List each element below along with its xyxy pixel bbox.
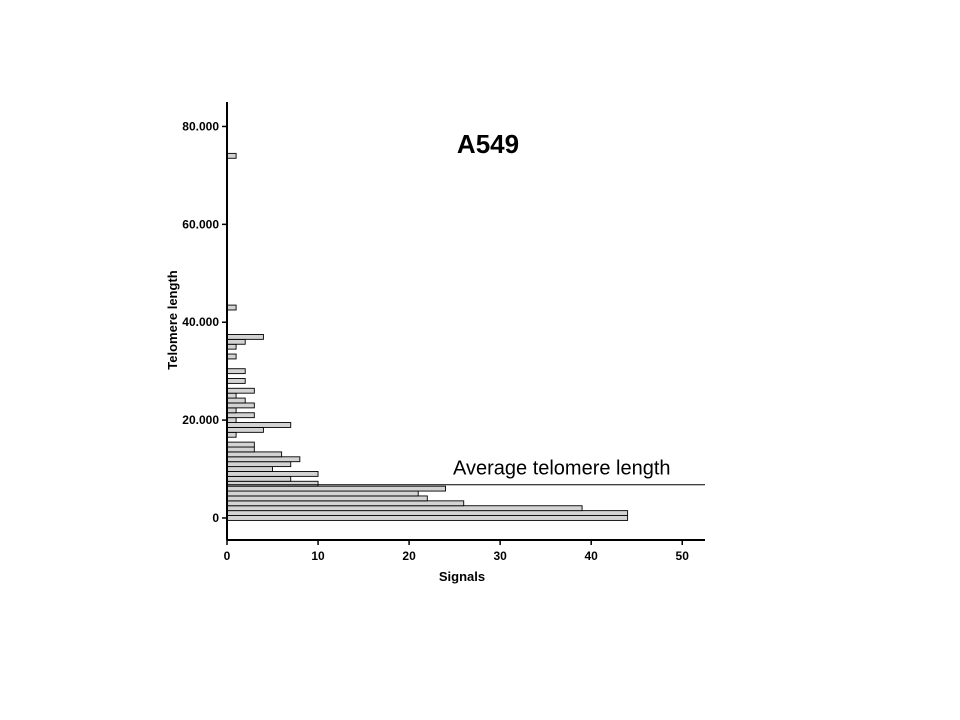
x-ticks-group: 0 10 20 30 40 50 (224, 540, 690, 563)
x-tick-label-2: 20 (402, 549, 416, 563)
bar-10 (226, 466, 273, 472)
bar-0 (226, 515, 629, 521)
bar-8 (226, 475, 292, 482)
bar-28 (226, 353, 237, 360)
bar-27 (226, 368, 246, 375)
x-axis-title: Signals (439, 569, 485, 584)
bar-23 (226, 397, 246, 404)
bar-1 (226, 510, 629, 516)
bar-30 (226, 338, 246, 345)
bar-24 (226, 392, 237, 399)
bar-32 (226, 304, 237, 311)
x-tick-label-5: 50 (676, 549, 690, 563)
bar-29 (226, 343, 237, 350)
bar-25 (226, 387, 255, 394)
y-tick-label-4: 80.000 (182, 119, 219, 133)
bar-7 (226, 480, 319, 487)
y-tick-label-3: 60.000 (182, 217, 219, 231)
x-tick-label-0: 0 (224, 549, 231, 563)
x-tick-label-3: 30 (493, 549, 507, 563)
bar-19 (226, 417, 237, 423)
bar-15 (226, 441, 255, 448)
x-tick-label-1: 10 (311, 549, 325, 563)
bar-21 (226, 407, 237, 414)
bar-6 (226, 485, 446, 492)
y-tick-label-1: 20.000 (182, 413, 219, 427)
bar-2 (226, 505, 583, 512)
bar-9 (226, 471, 319, 477)
bar-14 (226, 446, 255, 453)
bar-4 (226, 495, 428, 502)
bars-group (226, 152, 629, 521)
y-ticks-group: 0 20.000 40.000 60.000 80.000 (182, 119, 227, 525)
chart-title: A549 (457, 129, 519, 159)
bar-18 (226, 422, 292, 428)
y-axis-title: Telomere length (165, 270, 180, 370)
x-tick-label-4: 40 (585, 549, 599, 563)
bar-17 (226, 426, 264, 433)
bar-31 (226, 334, 264, 340)
bar-26 (226, 378, 246, 384)
bar-12 (226, 456, 301, 463)
bar-11 (226, 461, 292, 468)
bar-16 (226, 431, 237, 438)
average-telomere-length-label: Average telomere length (453, 458, 671, 480)
bar-33 (226, 152, 237, 159)
bar-20 (226, 412, 255, 419)
bar-22 (226, 402, 255, 409)
y-tick-label-0: 0 (212, 511, 219, 525)
bar-13 (226, 451, 283, 458)
bar-3 (226, 500, 465, 507)
y-tick-label-2: 40.000 (182, 315, 219, 329)
bar-5 (226, 490, 419, 497)
